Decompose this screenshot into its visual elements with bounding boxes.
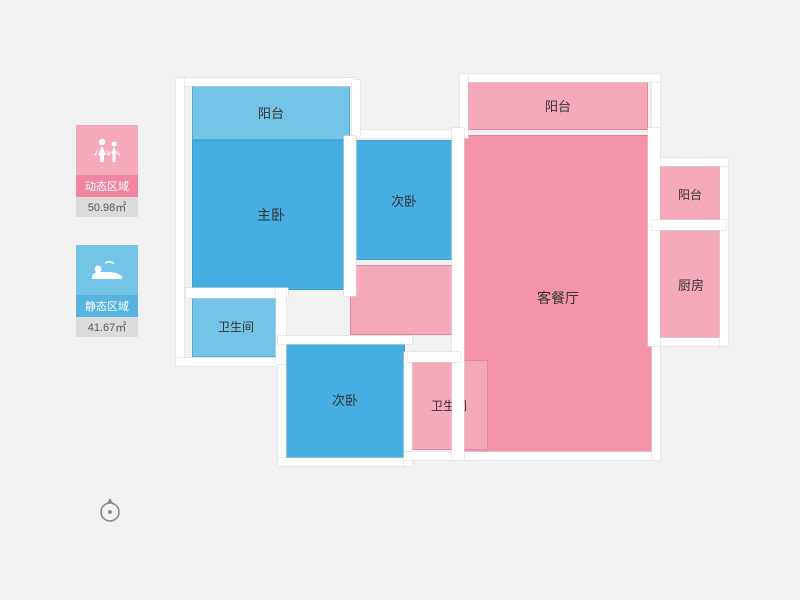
wall bbox=[276, 288, 286, 364]
second-bedroom-2: 次卧 bbox=[285, 340, 405, 458]
living-dining: 客餐厅 bbox=[462, 135, 654, 460]
wall bbox=[652, 338, 728, 346]
people-icon bbox=[76, 125, 138, 175]
balcony-top-blue-label: 阳台 bbox=[258, 103, 284, 122]
sleep-icon bbox=[76, 245, 138, 295]
wall bbox=[460, 74, 660, 82]
legend-dynamic-value: 50.98㎡ bbox=[76, 197, 138, 217]
wall bbox=[278, 358, 286, 466]
floor-plan: 阳台主卧次卧卫生间次卧阳台客餐厅阳台厨房卫生间 bbox=[180, 80, 740, 500]
second-bedroom-2-label: 次卧 bbox=[332, 390, 358, 409]
hallway bbox=[350, 265, 460, 335]
balcony-top-blue: 阳台 bbox=[192, 85, 350, 140]
wall bbox=[720, 158, 728, 346]
balcony-right: 阳台 bbox=[660, 165, 720, 223]
wall bbox=[278, 336, 412, 344]
legend-static-title: 静态区域 bbox=[76, 295, 138, 317]
wall bbox=[352, 130, 468, 138]
legend: 动态区域 50.98㎡ 静态区域 41.67㎡ bbox=[76, 125, 138, 365]
wall bbox=[352, 80, 360, 136]
balcony-top-pink-label: 阳台 bbox=[545, 96, 571, 115]
bathroom-2: 卫生间 bbox=[410, 360, 488, 450]
wall bbox=[648, 128, 660, 346]
kitchen-label: 厨房 bbox=[678, 275, 704, 294]
wall bbox=[452, 128, 464, 460]
wall bbox=[404, 452, 660, 460]
bathroom-1-label: 卫生间 bbox=[218, 318, 254, 335]
wall bbox=[176, 78, 184, 364]
legend-static-value: 41.67㎡ bbox=[76, 317, 138, 337]
master-bedroom-label: 主卧 bbox=[257, 205, 285, 225]
wall bbox=[404, 352, 412, 466]
master-bedroom: 主卧 bbox=[192, 140, 350, 290]
wall bbox=[460, 74, 468, 134]
wall bbox=[344, 136, 356, 296]
wall bbox=[176, 358, 284, 366]
wall bbox=[652, 158, 728, 166]
wall bbox=[186, 288, 288, 298]
wall bbox=[278, 458, 412, 466]
balcony-right-label: 阳台 bbox=[678, 186, 702, 203]
legend-dynamic: 动态区域 50.98㎡ bbox=[76, 125, 138, 217]
living-dining-label: 客餐厅 bbox=[537, 288, 579, 308]
wall bbox=[408, 352, 460, 362]
bathroom-1: 卫生间 bbox=[192, 295, 280, 357]
kitchen: 厨房 bbox=[660, 228, 722, 340]
second-bedroom-1-label: 次卧 bbox=[391, 191, 417, 210]
legend-dynamic-title: 动态区域 bbox=[76, 175, 138, 197]
legend-static: 静态区域 41.67㎡ bbox=[76, 245, 138, 337]
wall bbox=[652, 338, 660, 460]
wall bbox=[652, 220, 726, 230]
balcony-top-pink: 阳台 bbox=[468, 80, 648, 130]
wall bbox=[176, 78, 356, 86]
second-bedroom-1: 次卧 bbox=[350, 140, 458, 260]
compass-icon bbox=[96, 496, 124, 524]
